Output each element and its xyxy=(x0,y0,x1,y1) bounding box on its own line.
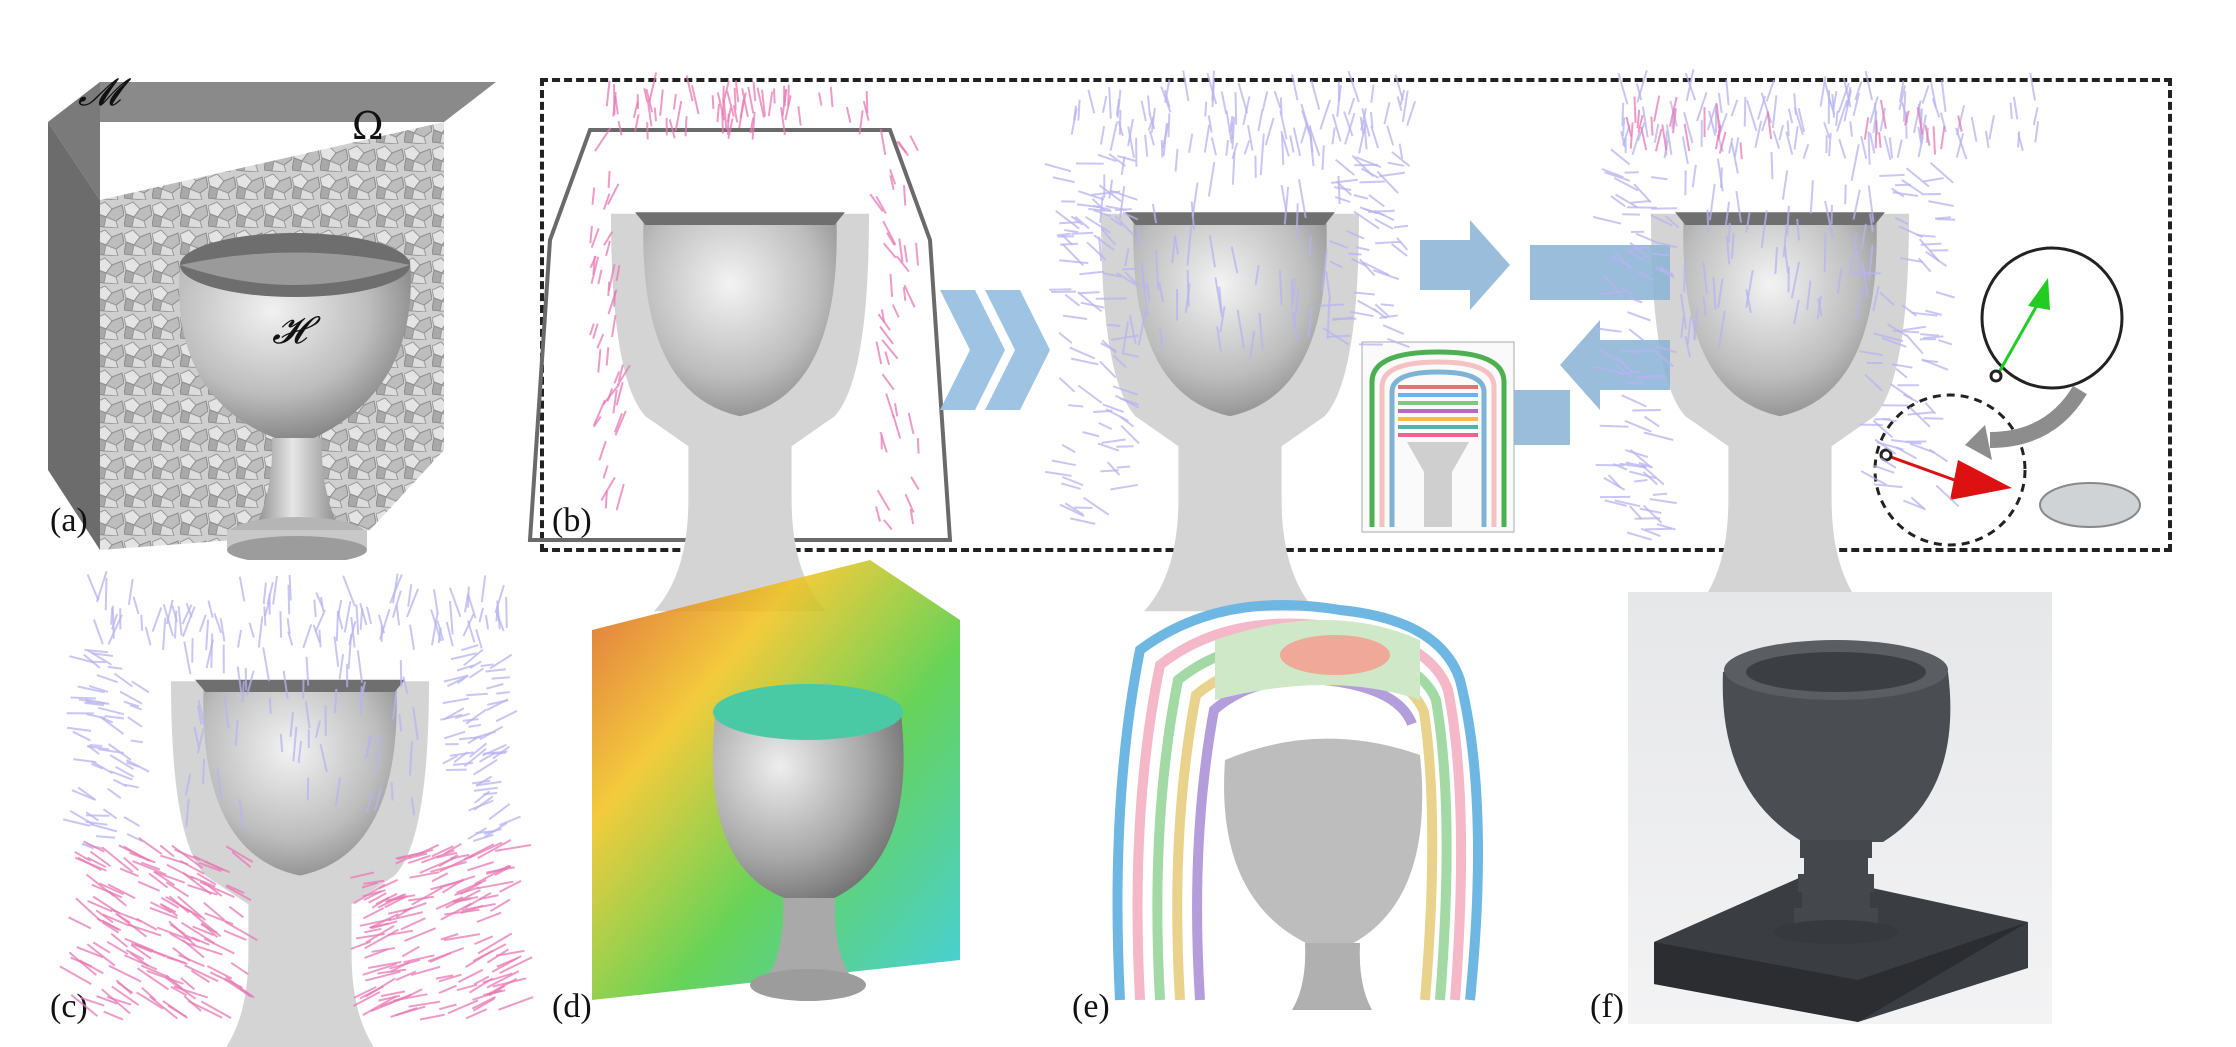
label-b: (b) xyxy=(552,502,592,539)
label-d: (d) xyxy=(552,988,592,1025)
panel-a: 𝓜 Ω 𝓗 xyxy=(40,60,500,560)
printed-cup-photo xyxy=(1654,640,2028,1022)
mold-block-illustration xyxy=(48,82,496,560)
label-f: (f) xyxy=(1590,988,1624,1025)
label-e: (e) xyxy=(1072,988,1110,1025)
panel-f-photo xyxy=(1628,592,2052,1024)
panel-b-frame xyxy=(540,78,2172,552)
symbol-hollow: 𝓗 xyxy=(272,308,307,352)
label-c: (c) xyxy=(50,988,88,1025)
symbol-domain: Ω xyxy=(352,104,384,148)
label-a: (a) xyxy=(50,502,88,539)
symbol-mold: 𝓜 xyxy=(78,70,121,114)
